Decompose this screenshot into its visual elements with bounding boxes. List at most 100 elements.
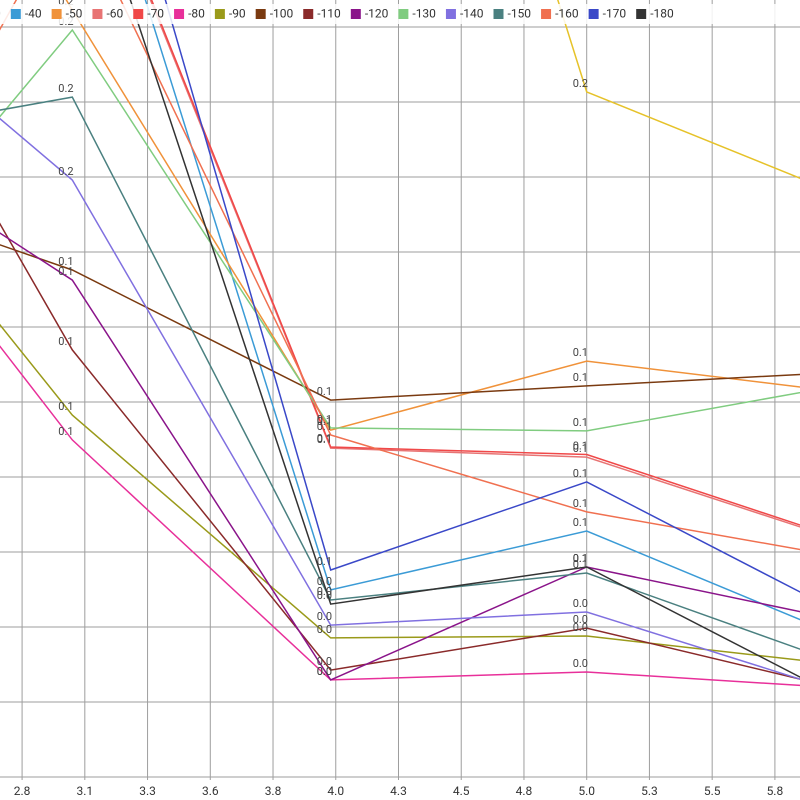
legend-label: -100 — [270, 7, 294, 21]
plot-area — [0, 0, 800, 687]
data-label: 0.0 — [317, 665, 332, 678]
series-line — [0, 28, 800, 432]
data-label: 0.0 — [317, 575, 332, 588]
data-label: 0.1 — [573, 416, 588, 429]
data-label: 0.0 — [317, 623, 332, 636]
data-label: 0.0 — [317, 589, 332, 602]
legend-label: -30 — [0, 7, 1, 21]
series-line — [0, 96, 800, 650]
data-label: 0.2 — [573, 77, 588, 90]
data-label: 0.1 — [573, 497, 588, 510]
legend-label: -180 — [650, 7, 674, 21]
series-line — [65, 0, 800, 431]
legend-label: -60 — [106, 7, 123, 21]
data-label: 0.1 — [58, 400, 73, 413]
series-line — [129, 0, 800, 678]
data-label: 0.1 — [58, 255, 73, 268]
data-label: 0.1 — [573, 467, 588, 480]
data-label: 0.0 — [573, 613, 588, 626]
data-label: 0.1 — [573, 346, 588, 359]
legend-label: -150 — [508, 7, 532, 21]
series-line — [0, 323, 800, 661]
x-axis: 2.8 3.1 3.3 3.6 3.8 4.0 4.3 4.5 4.8 5.0 5.3 5.5 5.8 — [14, 784, 784, 798]
legend-label: -110 — [317, 7, 341, 21]
legend-swatch — [92, 9, 103, 19]
x-tick-label: 5.8 — [767, 784, 784, 798]
series-line — [557, 0, 800, 179]
series-line — [144, 0, 800, 621]
legend-swatch — [51, 9, 62, 19]
legend-label: -120 — [365, 7, 389, 21]
data-label: 0.1 — [573, 552, 588, 565]
data-label: 0.1 — [317, 433, 332, 446]
data-label: 0.2 — [58, 165, 73, 178]
series-line — [164, 0, 800, 593]
data-label: 0.0 — [317, 665, 332, 678]
legend-swatch — [303, 9, 314, 19]
legend-swatch — [636, 9, 647, 19]
series-line — [0, 232, 800, 681]
data-label: 0.1 — [317, 432, 332, 445]
x-tick-label: 3.6 — [202, 784, 219, 798]
series-line — [149, 0, 800, 528]
legend-swatch — [10, 9, 21, 19]
data-label: 0.0 — [573, 621, 588, 634]
series-line — [0, 0, 800, 551]
legend-swatch — [174, 9, 185, 19]
data-label: 0.1 — [317, 415, 332, 428]
legend-label: -70 — [147, 7, 164, 21]
data-label: 0.0 — [573, 597, 588, 610]
grid — [0, 0, 800, 780]
legend-label: -170 — [603, 7, 627, 21]
x-tick-label: 4.5 — [453, 784, 470, 798]
data-label: 0.1 — [573, 552, 588, 565]
x-tick-label: 2.8 — [14, 784, 31, 798]
legend-swatch — [541, 9, 552, 19]
legend-label: -80 — [188, 7, 205, 21]
legend: -30 -40 -50 -60 -70 -80 -90 -100 -110 -120 -130 -14… — [0, 4, 800, 24]
legend-swatch — [133, 9, 144, 19]
data-label: 0.1 — [573, 371, 588, 384]
legend-swatch — [398, 9, 409, 19]
x-tick-label: 5.3 — [641, 784, 658, 798]
legend-swatch — [588, 9, 599, 19]
series-line — [0, 222, 800, 680]
data-label: 0.1 — [58, 265, 73, 278]
x-tick-label: 3.8 — [265, 784, 282, 798]
data-label: 0.1 — [317, 555, 332, 568]
x-tick-label: 5.5 — [704, 784, 721, 798]
series-line — [0, 244, 800, 401]
legend-swatch — [445, 9, 456, 19]
legend-label: -130 — [412, 7, 436, 21]
series-line — [0, 117, 800, 680]
series-line — [150, 0, 800, 526]
x-tick-label: 3.3 — [139, 784, 156, 798]
x-tick-label: 4.3 — [390, 784, 407, 798]
x-tick-label: 5.0 — [578, 784, 595, 798]
data-label: 0.1 — [573, 442, 588, 455]
legend-label: -160 — [555, 7, 579, 21]
legend-swatch — [493, 9, 504, 19]
data-labels: 0.20.00.10.20.10.10.10.10.10.10.10.00.00… — [58, 0, 588, 678]
series-line — [0, 345, 800, 687]
data-label: 0.1 — [58, 425, 73, 438]
data-label: 0.1 — [317, 385, 332, 398]
data-label: 0.1 — [317, 413, 332, 426]
data-label: 0.0 — [317, 610, 332, 623]
data-label: 0.2 — [58, 82, 73, 95]
data-label: 0.0 — [317, 655, 332, 668]
legend-label: -40 — [25, 7, 42, 21]
legend-swatch — [214, 9, 225, 19]
legend-label: -140 — [460, 7, 484, 21]
legend-swatch — [350, 9, 361, 19]
legend-label: -50 — [66, 7, 83, 21]
data-label: 0.1 — [317, 420, 332, 433]
data-label: 0.0 — [317, 585, 332, 598]
data-label: 0.0 — [573, 657, 588, 670]
data-label: 0.1 — [58, 335, 73, 348]
legend-label: -90 — [229, 7, 246, 21]
x-tick-label: 4.0 — [327, 784, 344, 798]
x-tick-label: 3.1 — [76, 784, 93, 798]
